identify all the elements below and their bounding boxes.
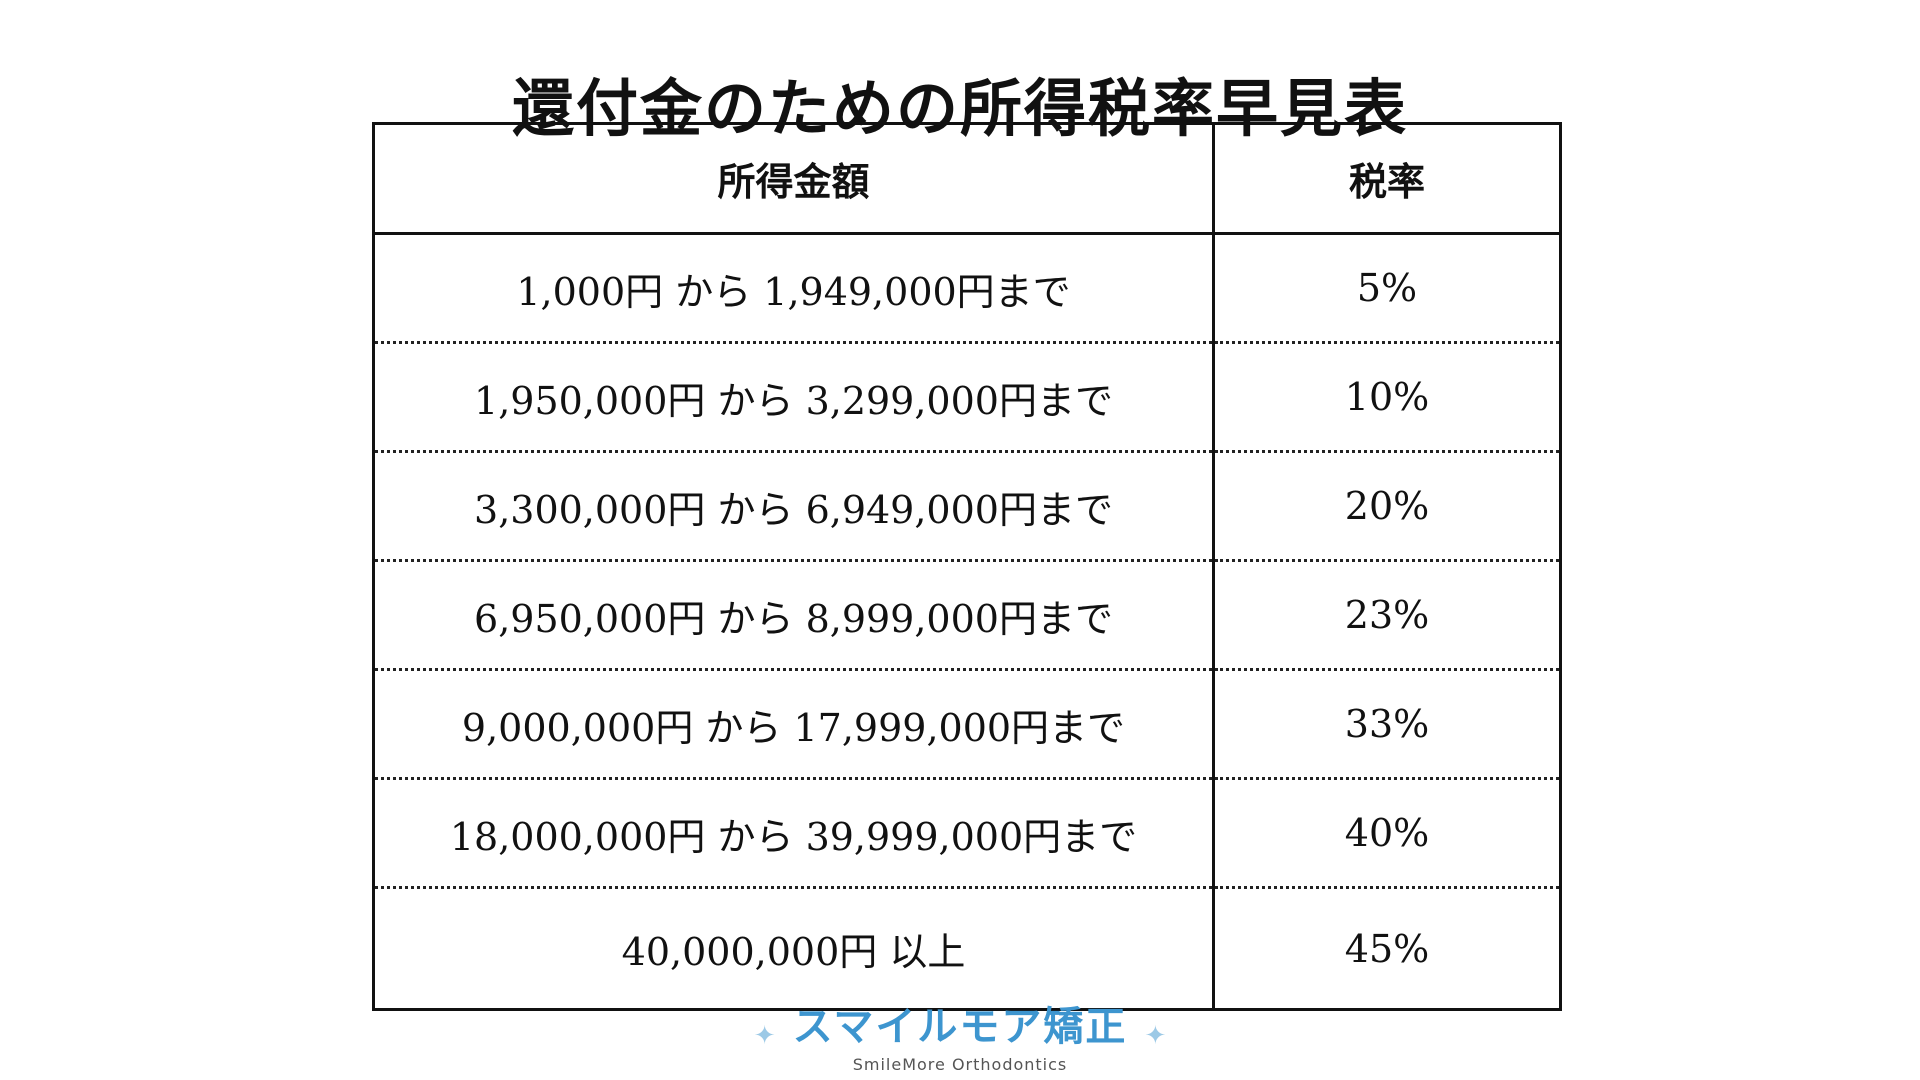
- brand-subtitle: SmileMore Orthodontics: [852, 1055, 1068, 1074]
- tax-rate-cell: 10%: [1213, 342, 1561, 453]
- header-income: 所得金額: [373, 123, 1215, 235]
- tax-rate-cell: 23%: [1213, 560, 1561, 671]
- table-row: 6,950,000円 から 8,999,000円まで 23%: [373, 560, 1561, 671]
- income-range-cell: 9,000,000円 から 17,999,000円まで: [373, 669, 1215, 780]
- tax-rate-cell: 5%: [1213, 233, 1561, 344]
- sparkle-icon: ✦: [753, 1020, 776, 1051]
- brand-name: スマイルモア矯正: [792, 1004, 1128, 1050]
- income-range-cell: 1,000円 から 1,949,000円まで: [373, 233, 1215, 344]
- tax-rate-cell: 33%: [1213, 669, 1561, 780]
- income-range-cell: 6,950,000円 から 8,999,000円まで: [373, 560, 1215, 671]
- tax-rate-cell: 20%: [1213, 451, 1561, 562]
- income-range-cell: 1,950,000円 から 3,299,000円まで: [373, 342, 1215, 453]
- table-header-row: 所得金額 税率: [373, 123, 1561, 235]
- tax-rate-cell: 40%: [1213, 778, 1561, 889]
- table-row: 3,300,000円 から 6,949,000円まで 20%: [373, 451, 1561, 562]
- income-range-cell: 18,000,000円 から 39,999,000円まで: [373, 778, 1215, 889]
- brand-logo: ✦ スマイルモア矯正 ✦ SmileMore Orthodontics: [0, 1002, 1920, 1078]
- table-row: 9,000,000円 から 17,999,000円まで 33%: [373, 669, 1561, 780]
- table-row: 1,000円 から 1,949,000円まで 5%: [373, 233, 1561, 344]
- table-row: 18,000,000円 から 39,999,000円まで 40%: [373, 778, 1561, 889]
- tax-rate-table: 所得金額 税率 1,000円 から 1,949,000円まで 5% 1,950,…: [372, 122, 1562, 1011]
- table-row: 40,000,000円 以上 45%: [373, 887, 1561, 1010]
- table-row: 1,950,000円 から 3,299,000円まで 10%: [373, 342, 1561, 453]
- sparkle-icon: ✦: [1144, 1020, 1167, 1051]
- income-range-cell: 40,000,000円 以上: [373, 887, 1215, 1010]
- header-rate: 税率: [1213, 123, 1561, 235]
- tax-rate-cell: 45%: [1344, 926, 1430, 971]
- income-range-cell: 3,300,000円 から 6,949,000円まで: [373, 451, 1215, 562]
